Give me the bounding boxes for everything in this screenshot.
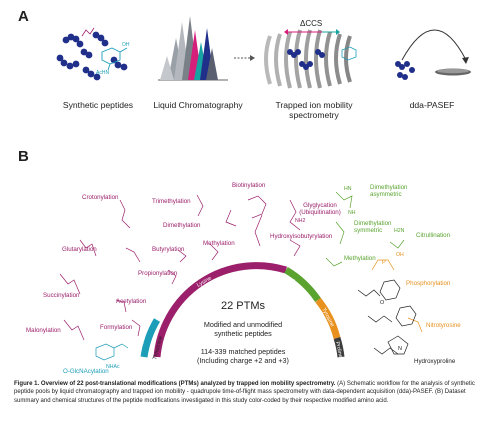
ptm-crotonylation: Crotonylation [82,194,119,201]
sugar-ring-icon [101,47,128,71]
chromatogram-icon [158,16,228,81]
chem-n: N [398,346,402,352]
ptm-glyglycation: Glyglycation (Ubiquitination) [299,202,341,216]
ptm-trimethylation: Trimethylation [152,198,191,205]
center-sub-3: 114-339 matched peptides [200,347,286,356]
ptm-malonylation: Malonylation [26,327,61,334]
step-dda-pasef: dda-PASEF [409,100,455,110]
panel-a-letter: A [18,8,29,25]
ptm-dimethylation-asym: Dimethylation asymmetric [370,184,408,198]
proline-arc-segment [333,336,345,358]
tims-sugar-icon [341,46,357,61]
ptm-glutarylation: Glutarylation [62,246,97,253]
ptm-dimethylation-sym: Dimethylation symmetric [354,220,392,234]
figure-caption: Figure 1. Overview of 22 post-translatio… [14,380,482,405]
chem-h2n: H2N [394,228,405,234]
chem-nh2: NH2 [295,218,305,224]
chem-nh: NH [348,210,356,216]
chem-o: O [380,300,384,306]
caption-text: (A) Schematic workflow for the analysis … [14,381,475,404]
ptm-butyrylation: Butyrylation [152,246,185,253]
ptm-propionylation: Propionylation [138,270,178,277]
lysine-structure-lines [59,194,301,341]
chem-nhac: NHAc [106,364,120,370]
center-sub-1: Modified and unmodified [203,320,283,329]
ptm-biotinylation: Biotinylation [232,182,266,189]
ptm-hydroxyproline: Hydroxyproline [414,358,456,365]
serine-structure-lines [95,343,129,361]
ion-clusters-icon [287,49,325,70]
residue-serine: Serine [139,329,149,346]
chem-hn: HN [344,186,352,192]
pasef-detector-icon [401,29,471,76]
tyrosine-structure-lines [371,259,423,333]
backbone-structure-lines [357,279,417,355]
arginine-structure-lines [325,191,405,267]
ptm-acetylation: Acetylation [116,298,147,305]
sugar-oh-label: OH [122,42,130,48]
center-sub-2: synthetic peptides [214,329,272,338]
ptm-nitrotyrosine: Nitrotyrosine [426,322,461,329]
panel-b-letter: B [18,148,29,165]
lysine-arc-segment [153,262,288,358]
delta-ccs-arrow-icon [284,29,340,35]
ptm-succinylation: Succinylation [43,292,80,299]
center-title: 22 PTMs [220,300,265,312]
peptide-chains-icon [56,31,128,81]
center-sub-4: (Including charge +2 and +3) [197,356,289,365]
delta-ccs-label: ΔCCS [300,19,322,28]
ptm-o-glcnacylation: O-GlcNAcylation [63,368,109,375]
arginine-arc-segment [284,266,321,303]
ptm-hydroxyisobutyrylation: Hydroxyisobutyrylation [270,233,333,240]
residue-arc [140,262,345,358]
caption-bold: Figure 1. Overview of 22 post-translatio… [14,381,336,387]
tyrosine-arc-segment [315,297,341,339]
step-liquid-chromatography: Liquid Chromatography [153,100,243,110]
side-chain-icon [81,27,95,37]
ptm-citrullination: Citrullination [416,232,451,239]
ptm-formylation: Formylation [100,324,133,331]
flow-arrow-icon [234,55,255,61]
step-synthetic-peptides: Synthetic peptides [62,100,134,110]
chem-p: P [382,260,386,266]
ptm-methylation-lys: Methylation [203,240,235,247]
ptm-phosphorylation: Phosphorylation [406,280,451,287]
sugar-achn-label: AcHN [96,70,109,76]
fragment-ions-icon [395,61,415,80]
step-tims: Trapped ion mobility spectrometry [275,100,353,120]
chem-oh: OH [396,252,404,258]
ptm-methylation-arg: Methylation [344,255,376,262]
residue-threonine: Threonine [152,336,164,361]
tims-tunnel-icon [264,29,352,89]
residue-proline: Proline [334,341,343,358]
serine-arc-segment [140,318,161,358]
ptm-dimethylation-lys: Dimethylation [163,222,201,229]
